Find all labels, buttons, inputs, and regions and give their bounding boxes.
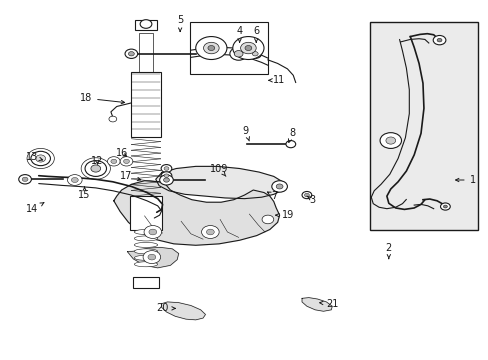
Text: 12: 12 <box>91 156 103 166</box>
Circle shape <box>120 157 133 166</box>
Circle shape <box>140 20 152 28</box>
Polygon shape <box>302 298 331 311</box>
Text: 5: 5 <box>177 15 183 31</box>
Bar <box>135 20 157 30</box>
Circle shape <box>143 251 160 264</box>
Circle shape <box>252 51 258 56</box>
Circle shape <box>385 137 395 144</box>
Polygon shape <box>127 247 178 268</box>
Circle shape <box>144 226 161 238</box>
Circle shape <box>107 157 120 166</box>
Polygon shape <box>156 166 282 199</box>
Circle shape <box>161 172 171 180</box>
Ellipse shape <box>134 249 158 254</box>
Text: 19: 19 <box>275 210 294 220</box>
Text: 2: 2 <box>385 243 391 259</box>
Bar <box>130 196 161 230</box>
Circle shape <box>159 175 173 185</box>
Circle shape <box>229 47 247 60</box>
Text: 9: 9 <box>242 126 249 141</box>
Text: 109: 109 <box>209 163 228 176</box>
Text: 21: 21 <box>319 299 338 309</box>
Ellipse shape <box>134 262 158 267</box>
Polygon shape <box>161 302 205 320</box>
Text: 17: 17 <box>120 171 141 181</box>
Text: 1: 1 <box>455 175 475 185</box>
Bar <box>369 22 477 230</box>
Text: 15: 15 <box>78 187 91 200</box>
Circle shape <box>19 175 31 184</box>
Circle shape <box>207 45 214 50</box>
Text: 11: 11 <box>268 75 284 85</box>
Text: 14: 14 <box>26 203 44 215</box>
Circle shape <box>195 37 226 59</box>
Circle shape <box>67 175 82 185</box>
Circle shape <box>206 229 214 235</box>
Circle shape <box>436 39 441 42</box>
Circle shape <box>234 50 243 57</box>
Circle shape <box>440 203 449 210</box>
Circle shape <box>125 49 138 58</box>
Circle shape <box>22 177 28 181</box>
Circle shape <box>262 215 273 224</box>
Circle shape <box>71 177 78 183</box>
Circle shape <box>244 45 251 50</box>
Circle shape <box>163 174 168 177</box>
Text: 20: 20 <box>156 303 175 314</box>
Circle shape <box>379 133 401 148</box>
Circle shape <box>302 192 311 199</box>
Circle shape <box>443 205 447 208</box>
Ellipse shape <box>134 236 158 241</box>
Circle shape <box>111 159 117 163</box>
Polygon shape <box>114 181 279 245</box>
Bar <box>139 33 153 72</box>
Circle shape <box>285 140 295 148</box>
Circle shape <box>161 165 171 172</box>
Text: 7: 7 <box>267 191 277 201</box>
Circle shape <box>163 167 168 170</box>
Circle shape <box>271 181 287 192</box>
Ellipse shape <box>134 255 158 260</box>
Circle shape <box>163 178 169 182</box>
Circle shape <box>248 49 261 58</box>
Circle shape <box>148 254 156 260</box>
Ellipse shape <box>134 229 158 234</box>
Circle shape <box>109 116 117 122</box>
Circle shape <box>36 155 45 162</box>
Circle shape <box>149 229 157 235</box>
Ellipse shape <box>134 242 158 247</box>
Circle shape <box>232 37 264 59</box>
Circle shape <box>276 184 283 189</box>
Text: 16: 16 <box>115 148 127 158</box>
Circle shape <box>432 36 445 45</box>
Text: 3: 3 <box>306 195 315 205</box>
Text: 6: 6 <box>253 26 259 42</box>
Bar <box>133 277 158 288</box>
Text: 13: 13 <box>26 152 42 162</box>
Bar <box>131 72 160 137</box>
Circle shape <box>201 226 219 238</box>
Text: 4: 4 <box>236 26 242 42</box>
Bar <box>189 22 267 74</box>
Circle shape <box>123 159 129 163</box>
Text: 18: 18 <box>80 93 124 104</box>
Text: 8: 8 <box>288 129 295 143</box>
Circle shape <box>85 161 106 176</box>
Circle shape <box>304 193 309 197</box>
Circle shape <box>31 151 50 166</box>
Circle shape <box>203 42 219 54</box>
Circle shape <box>240 42 256 54</box>
Circle shape <box>91 165 101 172</box>
Circle shape <box>128 51 134 56</box>
